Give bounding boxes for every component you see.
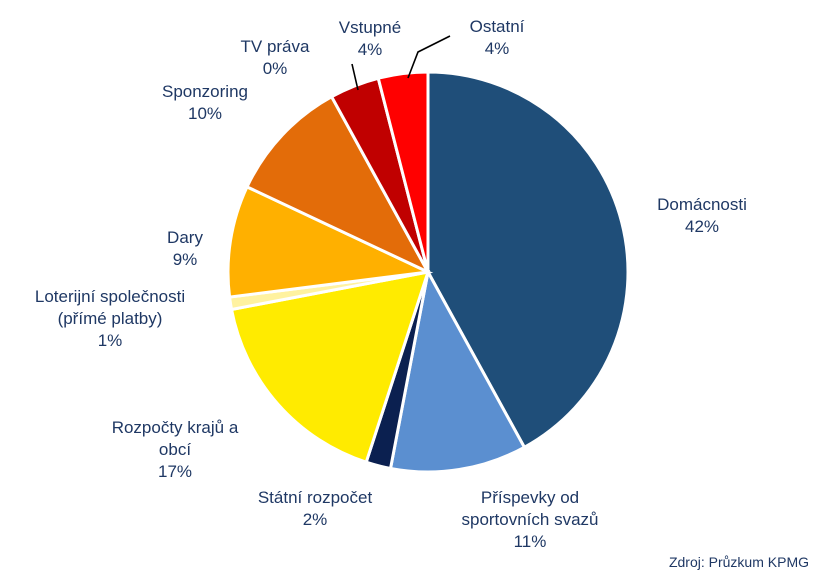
data-label-státní-rozpočet: Státní rozpočet 2% bbox=[258, 488, 373, 529]
leader-line-vstupné bbox=[351, 63, 359, 91]
data-label-vstupné: Vstupné 4% bbox=[339, 18, 401, 59]
pie-slice-sponzoring bbox=[245, 94, 432, 276]
data-label-sponzoring: Sponzoring 10% bbox=[162, 82, 248, 123]
pie-slice-rozpočty-krajů-a-obcí bbox=[229, 270, 431, 465]
data-label-domácnosti: Domácnosti 42% bbox=[657, 195, 747, 236]
data-label-loterijní-společnosti-přímé-platby: Loterijní společnosti (přímé platby) 1% bbox=[35, 287, 185, 350]
pie-slice-příspevky-od-sportovních-svazů bbox=[388, 267, 527, 474]
data-label-rozpočty-krajů-a-obcí: Rozpočty krajů a obcí 17% bbox=[112, 418, 239, 481]
pie-slice-ostatní bbox=[376, 70, 430, 273]
data-label-dary: Dary 9% bbox=[167, 228, 203, 269]
pie-slice-dary bbox=[226, 184, 434, 299]
data-label-tv-práva: TV práva 0% bbox=[241, 37, 311, 78]
pie-slice-domácnosti bbox=[426, 70, 630, 450]
data-label-příspevky-od-sportovních-svazů: Příspevky od sportovních svazů 11% bbox=[461, 488, 598, 551]
data-label-ostatní: Ostatní 4% bbox=[470, 17, 525, 58]
leader-line-ostatní bbox=[407, 35, 451, 79]
source-note: Zdroj: Průzkum KPMG bbox=[668, 554, 809, 570]
